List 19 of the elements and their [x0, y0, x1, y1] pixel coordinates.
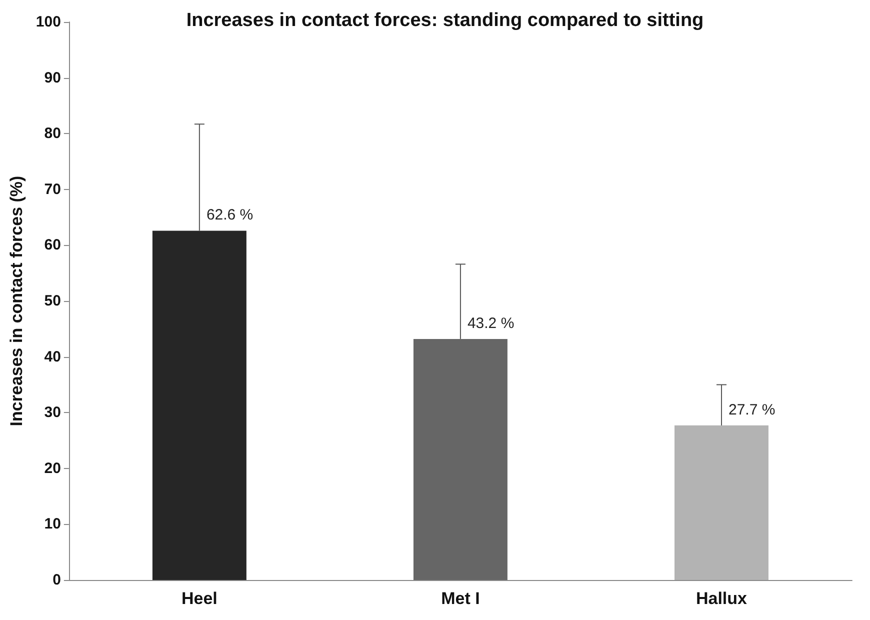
y-tick-label: 10	[44, 516, 61, 533]
x-tick-label: Hallux	[696, 589, 748, 608]
y-tick-label: 50	[44, 292, 61, 310]
x-tick-label: Heel	[181, 589, 218, 608]
y-tick-label: 70	[44, 180, 61, 198]
y-tick-label: 0	[52, 572, 61, 588]
y-axis-title: Increases in contact forces (%)	[7, 176, 26, 426]
y-tick-label: 60	[44, 236, 61, 254]
data-label: 43.2 %	[467, 314, 514, 332]
y-tick-label: 30	[44, 404, 61, 422]
y-tick-label: 20	[44, 460, 61, 477]
chart-title: Increases in contact forces: standing compared to sitting	[186, 10, 704, 31]
y-tick-label: 80	[44, 125, 61, 142]
y-tick-label: 100	[36, 14, 61, 30]
data-label: 62.6 %	[206, 206, 254, 224]
x-tick-label: Met I	[441, 589, 480, 608]
y-tick-label: 40	[44, 348, 61, 366]
data-label: 27.7 %	[728, 401, 776, 418]
y-tick-label: 90	[44, 69, 61, 86]
